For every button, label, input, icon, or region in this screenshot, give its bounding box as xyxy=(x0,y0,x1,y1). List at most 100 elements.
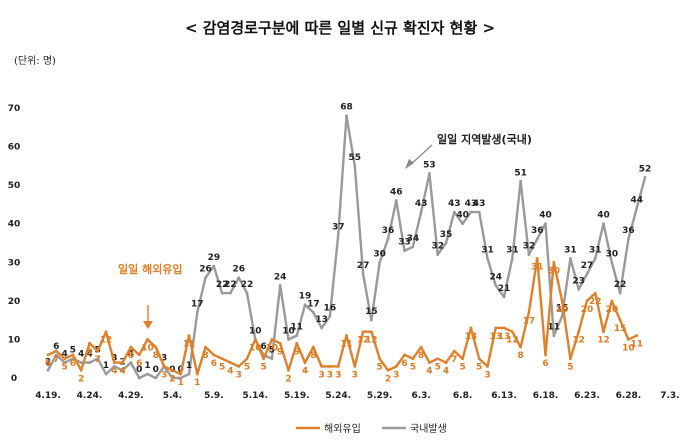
overseas-point xyxy=(287,368,290,372)
overseas-data-label: 10 xyxy=(141,343,154,353)
domestic-point xyxy=(610,260,614,264)
overseas-point xyxy=(237,365,241,368)
domestic-data-label: 37 xyxy=(332,222,345,232)
domestic-point xyxy=(585,272,589,276)
overseas-data-label: 5 xyxy=(219,363,225,373)
domestic-data-label: 36 xyxy=(622,226,635,236)
domestic-point xyxy=(568,257,572,260)
domestic-point xyxy=(79,361,83,364)
overseas-point xyxy=(245,357,249,361)
series-layer: 2645445132401030011726292222262210652410… xyxy=(45,103,651,388)
domestic-point xyxy=(154,376,158,380)
domestic-data-label: 43 xyxy=(465,199,478,209)
overseas-data-label: 9 xyxy=(86,347,92,357)
overseas-data-label: 4 xyxy=(111,367,117,377)
overseas-data-label: 8 xyxy=(202,351,208,361)
domestic-data-label: 4 xyxy=(61,350,67,360)
overseas-data-label: 3 xyxy=(236,370,242,380)
overseas-data-label: 4 xyxy=(443,367,449,377)
overseas-data-label: 11 xyxy=(340,340,353,350)
domestic-data-label: 22 xyxy=(224,280,237,290)
overseas-point xyxy=(170,368,174,372)
domestic-data-label: 0 xyxy=(153,365,159,375)
overseas-point xyxy=(195,372,199,376)
overseas-data-label: 12 xyxy=(357,336,370,346)
overseas-data-label: 10 xyxy=(249,343,262,353)
overseas-point xyxy=(311,345,315,349)
overseas-point xyxy=(403,353,406,357)
domestic-point xyxy=(394,199,398,202)
x-tick-label: 6.28. xyxy=(616,391,642,401)
domestic-point xyxy=(187,372,191,376)
overseas-point xyxy=(369,330,373,334)
domestic-point xyxy=(220,291,224,295)
domestic-point xyxy=(552,334,556,337)
x-tick-label: 6.3. xyxy=(411,391,430,401)
overseas-point xyxy=(577,330,581,334)
domestic-data-label: 34 xyxy=(407,234,420,244)
overseas-point xyxy=(262,357,265,361)
overseas-point xyxy=(593,291,597,295)
overseas-data-label: 6 xyxy=(45,359,51,369)
domestic-point xyxy=(369,318,373,322)
overseas-data-label: 12 xyxy=(365,336,378,346)
domestic-point xyxy=(204,276,207,280)
domestic-point xyxy=(403,249,406,253)
annotations: 일일 지역발생(국내) 일일 해외유입 xyxy=(118,132,532,329)
overseas-data-label: 5 xyxy=(459,363,465,373)
domestic-point xyxy=(237,276,241,280)
overseas-data-label: 3 xyxy=(352,370,358,380)
domestic-data-label: 31 xyxy=(506,245,519,255)
domestic-data-label: 10 xyxy=(282,326,295,336)
overseas-data-label: 2 xyxy=(385,374,391,384)
overseas-data-label: 22 xyxy=(589,297,602,307)
y-tick-label: 0 xyxy=(11,374,17,384)
legend-label-domestic: 국내발생 xyxy=(410,423,447,435)
overseas-data-label: 1 xyxy=(178,378,184,388)
domestic-data-label: 17 xyxy=(307,299,320,309)
overseas-data-label: 2 xyxy=(169,374,175,384)
overseas-data-label: 12 xyxy=(572,336,585,346)
y-tick-label: 70 xyxy=(8,104,21,114)
overseas-point xyxy=(345,334,348,337)
overseas-point xyxy=(79,368,83,372)
domestic-point xyxy=(54,353,58,357)
domestic-data-label: 51 xyxy=(514,168,527,178)
overseas-data-label: 7 xyxy=(53,355,59,365)
domestic-point xyxy=(320,326,324,330)
overseas-point xyxy=(444,361,448,364)
domestic-data-label: 3 xyxy=(161,353,167,363)
domestic-point xyxy=(577,287,581,291)
x-tick-label: 6.18. xyxy=(533,391,559,401)
overseas-data-label: 7 xyxy=(95,355,101,365)
overseas-point xyxy=(386,368,390,372)
overseas-data-label: 10 xyxy=(622,343,635,353)
overseas-data-label: 12 xyxy=(597,336,610,346)
domestic-point xyxy=(245,291,249,295)
domestic-data-label: 19 xyxy=(299,292,312,302)
overseas-point xyxy=(253,338,257,341)
overseas-point xyxy=(486,365,489,368)
x-tick-label: 5.29. xyxy=(367,391,393,401)
overseas-point xyxy=(535,257,539,260)
domestic-point xyxy=(627,237,630,241)
domestic-data-label: 1 xyxy=(186,361,192,371)
overseas-data-label: 31 xyxy=(531,262,544,272)
overseas-point xyxy=(121,361,125,364)
overseas-data-label: 6 xyxy=(211,359,217,369)
domestic-point xyxy=(278,284,282,287)
overseas-point xyxy=(527,311,531,314)
domestic-data-label: 27 xyxy=(357,261,370,271)
overseas-data-label: 13 xyxy=(489,332,502,342)
overseas-data-label: 20 xyxy=(556,305,569,315)
y-tick-label: 60 xyxy=(8,143,21,153)
overseas-point xyxy=(618,318,622,322)
overseas-point xyxy=(96,349,100,353)
overseas-data-label: 3 xyxy=(484,370,490,380)
overseas-point xyxy=(146,338,149,341)
domestic-data-label: 4 xyxy=(128,350,134,360)
overseas-data-label: 5 xyxy=(260,363,266,373)
domestic-point xyxy=(386,237,390,241)
y-tick-label: 20 xyxy=(8,297,21,307)
